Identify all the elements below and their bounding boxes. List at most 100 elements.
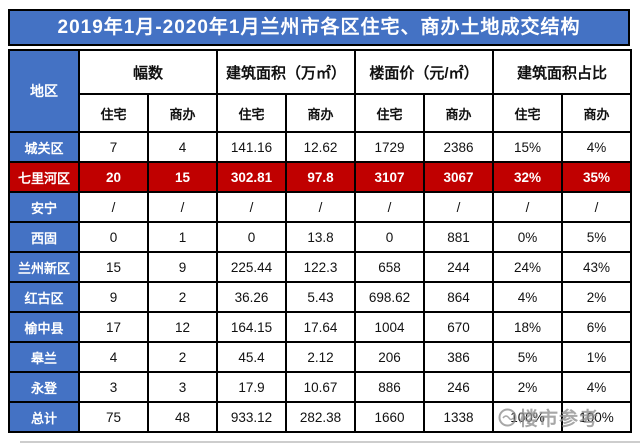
table-cell: 7 [78, 131, 149, 163]
table-cell: 5.43 [285, 281, 356, 313]
table-cell: 244 [423, 251, 494, 283]
table-cell: 0 [216, 221, 287, 253]
table-cell: 698.62 [354, 281, 425, 313]
table-cell: / [147, 191, 218, 223]
table-row: 西固 0 1 0 13.8 0 881 0% 5% [8, 221, 632, 253]
table-cell: 864 [423, 281, 494, 313]
table-cell: 3 [78, 371, 149, 403]
table-cell: 141.16 [216, 131, 287, 163]
sub-header-residential: 住宅 [216, 93, 287, 133]
table-cell: 1 [147, 221, 218, 253]
table-cell: 670 [423, 311, 494, 343]
table-cell: 206 [354, 341, 425, 373]
group-header-row: 地区 幅数 建筑面积（万㎡） 楼面价（元/㎡） 建筑面积占比 [8, 49, 632, 133]
table-cell: 282.38 [285, 401, 356, 433]
table-title: 2019年1月-2020年1月兰州市各区住宅、商办土地成交结构 [8, 9, 630, 46]
table-cell: 36.26 [216, 281, 287, 313]
table-cell: 12 [147, 311, 218, 343]
region-label: 总计 [8, 401, 80, 433]
table-row: 七里河区 20 15 302.81 97.8 3107 3067 32% 35% [8, 161, 632, 193]
table-cell: 933.12 [216, 401, 287, 433]
table-cell: 302.81 [216, 161, 287, 193]
region-label: 七里河区 [8, 161, 80, 193]
table-cell: 5% [561, 221, 632, 253]
table-row: 安宁 / / / / / / / / [8, 191, 632, 223]
table-cell: 2386 [423, 131, 494, 163]
table-cell: 32% [492, 161, 563, 193]
group-header-plot-count: 幅数 [78, 49, 218, 95]
table-cell: / [561, 191, 632, 223]
sub-header-commercial: 商办 [561, 93, 632, 133]
table-cell: 100% [492, 401, 563, 433]
region-label: 兰州新区 [8, 251, 80, 283]
table-cell: 1660 [354, 401, 425, 433]
table-row: 总计 75 48 933.12 282.38 1660 1338 100% 100% [8, 401, 632, 433]
region-label: 皋兰 [8, 341, 80, 373]
table-cell: 2.12 [285, 341, 356, 373]
table-cell: / [423, 191, 494, 223]
region-label: 榆中县 [8, 311, 80, 343]
table-cell: 1338 [423, 401, 494, 433]
table-cell: 881 [423, 221, 494, 253]
table-cell: / [216, 191, 287, 223]
table-cell: 17.64 [285, 311, 356, 343]
table-cell: 45.4 [216, 341, 287, 373]
table-cell: 1004 [354, 311, 425, 343]
table-cell: 2% [492, 371, 563, 403]
table-cell: 2 [147, 281, 218, 313]
table-cell: 1% [561, 341, 632, 373]
table-cell: 9 [147, 251, 218, 283]
sub-header-residential: 住宅 [78, 93, 149, 133]
table-cell: 15 [147, 161, 218, 193]
table-cell: 3 [147, 371, 218, 403]
table-cell: 12.62 [285, 131, 356, 163]
table-cell: 225.44 [216, 251, 287, 283]
table-cell: 13.8 [285, 221, 356, 253]
table-cell: 2% [561, 281, 632, 313]
table-cell: 0 [78, 221, 149, 253]
table-cell: 15% [492, 131, 563, 163]
table-cell: 100% [561, 401, 632, 433]
table-row: 红古区 9 2 36.26 5.43 698.62 864 4% 2% [8, 281, 632, 313]
table-cell: / [285, 191, 356, 223]
table-row: 兰州新区 15 9 225.44 122.3 658 244 24% 43% [8, 251, 632, 283]
region-label: 永登 [8, 371, 80, 403]
region-label: 红古区 [8, 281, 80, 313]
table-cell: 4% [492, 281, 563, 313]
table-cell: 75 [78, 401, 149, 433]
region-label: 城关区 [8, 131, 80, 163]
bottom-divider [20, 441, 640, 443]
sub-header-row: 住宅 商办 住宅 商办 住宅 商办 住宅 商办 [9, 93, 632, 133]
table-row: 榆中县 17 12 164.15 17.64 1004 670 18% 6% [8, 311, 632, 343]
table-cell: 4% [561, 131, 632, 163]
group-header-building-area: 建筑面积（万㎡） [216, 49, 356, 95]
table-cell: 122.3 [285, 251, 356, 283]
table-cell: 9 [78, 281, 149, 313]
table-cell: / [78, 191, 149, 223]
group-header-floor-price: 楼面价（元/㎡） [354, 49, 494, 95]
sub-header-residential: 住宅 [354, 93, 425, 133]
table-cell: 10.67 [285, 371, 356, 403]
table-cell: 0 [354, 221, 425, 253]
table-row: 永登 3 3 17.9 10.67 886 246 2% 4% [8, 371, 632, 403]
table-cell: 4% [561, 371, 632, 403]
table-cell: 4 [78, 341, 149, 373]
table-cell: / [492, 191, 563, 223]
sub-header-commercial: 商办 [147, 93, 218, 133]
table-cell: 18% [492, 311, 563, 343]
table-cell: 20 [78, 161, 149, 193]
group-header-area-share: 建筑面积占比 [492, 49, 632, 95]
table-cell: 1729 [354, 131, 425, 163]
table-cell: 15 [78, 251, 149, 283]
table-cell: 24% [492, 251, 563, 283]
table-cell: 43% [561, 251, 632, 283]
table-cell: 164.15 [216, 311, 287, 343]
table-cell: 48 [147, 401, 218, 433]
table-cell: 3107 [354, 161, 425, 193]
table-row: 皋兰 4 2 45.4 2.12 206 386 5% 1% [8, 341, 632, 373]
table-cell: 386 [423, 341, 494, 373]
table-cell: 886 [354, 371, 425, 403]
table-cell: 658 [354, 251, 425, 283]
table-cell: 4 [147, 131, 218, 163]
